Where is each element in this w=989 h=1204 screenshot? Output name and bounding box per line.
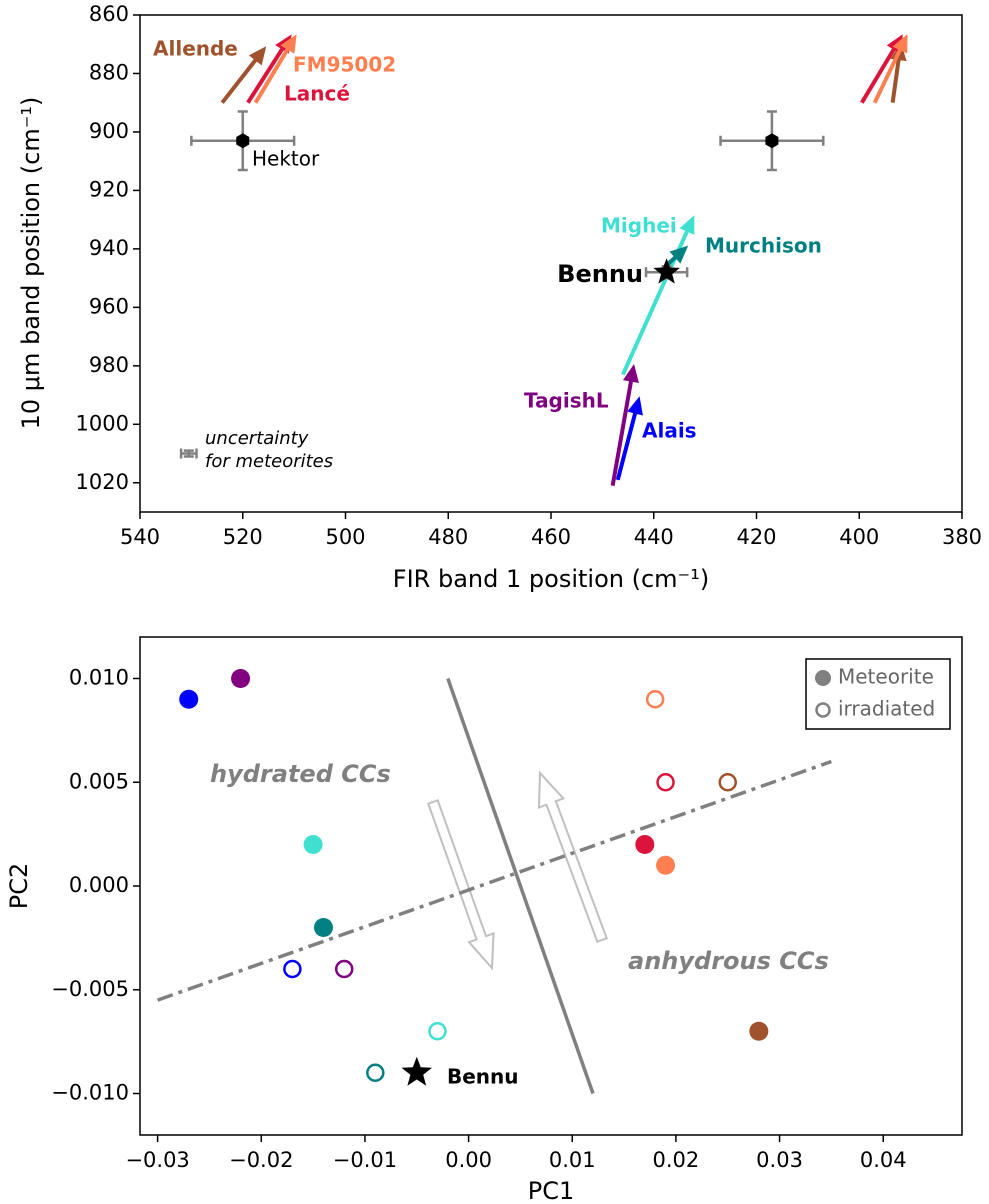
point [749,1021,769,1041]
series-label: Alais [642,419,697,443]
x-tick-label: 440 [634,525,674,549]
arrow [872,34,908,104]
point-label: Bennu [557,260,643,288]
x-tick-label: 520 [223,525,263,549]
y-tick-label: 0.005 [69,769,129,793]
y-tick-label: 1000 [76,411,129,435]
series-label: Allende [153,37,238,61]
y-tick-label: 860 [89,2,129,26]
y-tick-label: 880 [89,60,129,84]
arrow [253,34,297,104]
x-tick-label: 420 [736,525,776,549]
y-axis-label: PC2 [5,863,33,910]
y-tick-label: 940 [89,236,129,260]
divider-line [157,759,832,1002]
point [179,689,199,709]
legend-label: irradiated [838,697,935,721]
point [283,959,302,979]
y-axis-label: 10 μm band position (cm⁻¹) [17,97,45,430]
point [718,773,737,792]
x-tick-label: 460 [531,525,571,549]
point [635,835,655,854]
x-tick-label: 480 [428,525,468,549]
point [303,835,323,854]
point [334,959,354,979]
y-tick-label: 0.000 [69,873,129,897]
x-tick-label: 0.04 [860,1148,907,1172]
series-label: Lancé [284,82,350,106]
x-tick-label: −0.02 [229,1148,293,1172]
star-label: Bennu [447,1065,519,1089]
point [656,773,675,792]
y-tick-label: 1020 [76,470,129,494]
x-tick-label: −0.01 [333,1148,397,1172]
legend-marker [815,702,831,718]
x-axis-label: FIR band 1 position (cm⁻¹) [393,565,709,593]
series-label: FM95002 [293,53,396,77]
x-tick-label: 0.02 [653,1148,700,1172]
legend-label: Meteorite [838,665,934,689]
series-label: TagishL [524,389,609,413]
point [366,1063,385,1082]
x-tick-label: 500 [325,525,365,549]
y-tick-label: 960 [89,294,129,318]
x-tick-label: −0.03 [125,1148,189,1172]
annotation: anhydrous CCs [628,947,829,975]
y-tick-label: 920 [89,177,129,201]
arrow [610,363,639,487]
y-error-bar [183,449,194,458]
star-marker [653,258,680,284]
x-tick-label: 0.00 [445,1148,492,1172]
point [656,855,676,875]
point [313,918,333,937]
point [428,1022,447,1041]
x-tick-label: 540 [120,525,160,549]
x-tick-label: 400 [839,525,879,549]
direction-arrow [427,799,495,971]
divider-line [446,677,595,1095]
direction-arrow [537,770,608,944]
point [236,133,250,149]
uncertainty-label: uncertainty [205,428,309,449]
point [645,690,665,709]
point [765,133,779,149]
axes-frame [139,636,963,1136]
x-tick-label: 380 [942,525,982,549]
arrow [621,215,695,376]
y-tick-label: −0.005 [51,977,129,1001]
star-marker [401,1056,432,1086]
axes-frame [139,14,963,513]
y-tick-label: 980 [89,353,129,377]
arrow [615,396,643,481]
arrow [220,46,267,104]
x-axis-label: PC1 [528,1177,575,1204]
y-tick-label: 900 [89,119,129,143]
y-tick-label: −0.010 [51,1081,129,1105]
uncertainty-label: for meteorites [205,451,333,472]
series-label: Mighei [601,214,677,238]
y-tick-label: 0.010 [69,666,129,690]
legend-box [805,658,951,730]
annotation: hydrated CCs [210,760,391,788]
x-tick-label: 0.03 [756,1148,803,1172]
point-label: Hektor [252,147,320,171]
point [231,669,251,688]
series-label: Murchison [705,234,822,258]
legend-marker [815,670,831,686]
x-tick-label: 0.01 [549,1148,596,1172]
arrow [246,34,292,104]
